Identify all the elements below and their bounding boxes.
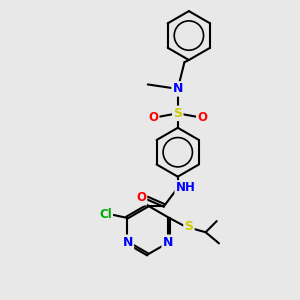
Text: O: O — [136, 191, 146, 204]
Text: N: N — [163, 236, 173, 249]
Text: S: S — [173, 107, 182, 120]
Text: N: N — [172, 82, 183, 95]
Text: O: O — [197, 111, 207, 124]
Text: N: N — [122, 236, 133, 249]
Text: S: S — [184, 220, 194, 233]
Text: O: O — [148, 111, 158, 124]
Text: NH: NH — [176, 181, 196, 194]
Text: Cl: Cl — [99, 208, 112, 221]
